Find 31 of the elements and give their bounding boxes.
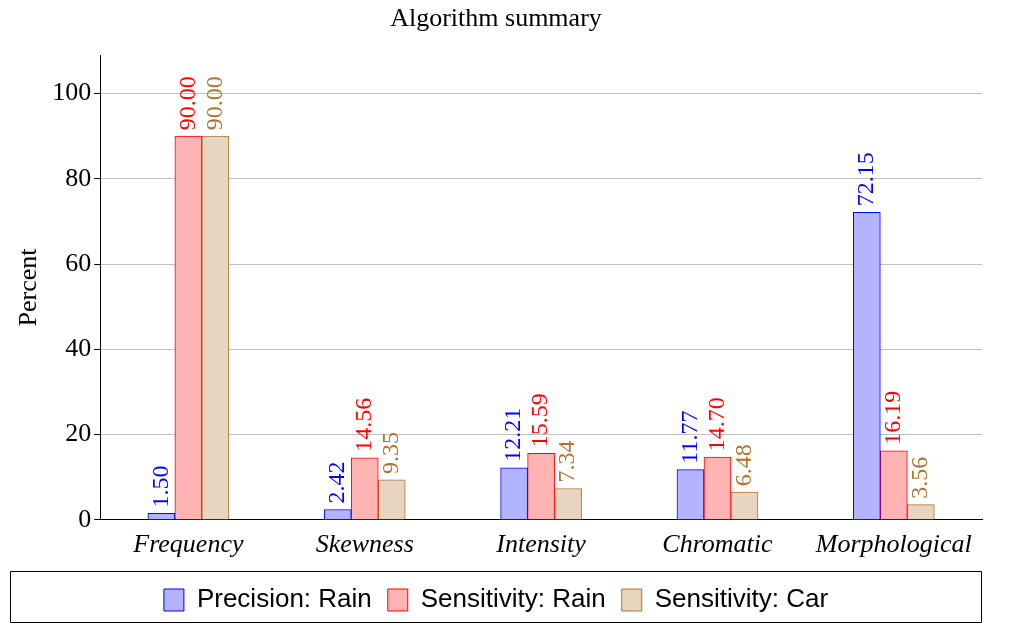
x-tick-label: Frequency <box>132 529 244 559</box>
data-label: 14.70 <box>702 397 729 452</box>
chart-title: Algorithm summary <box>390 3 602 33</box>
legend-label: Sensitivity: Car <box>654 583 829 614</box>
data-label: 7.34 <box>553 440 580 483</box>
x-tick-label: Skewness <box>315 529 414 559</box>
data-label: 9.35 <box>377 431 404 474</box>
data-label: 72.15 <box>852 152 879 207</box>
y-tick-label: 100 <box>52 77 92 107</box>
data-label: 2.42 <box>323 461 350 504</box>
y-tick-label: 80 <box>65 162 92 192</box>
y-axis-title: Percent <box>13 247 43 327</box>
data-label: 14.56 <box>350 397 377 452</box>
data-label: 90.00 <box>173 76 200 131</box>
x-tick-label: Morphological <box>814 529 972 559</box>
y-tick-label: 0 <box>78 503 92 533</box>
y-tick-label: 60 <box>65 247 92 277</box>
data-label: 1.50 <box>146 465 173 508</box>
data-label: 3.56 <box>906 456 933 499</box>
y-tick-label: 40 <box>65 333 92 363</box>
x-tick-label: Intensity <box>495 529 587 559</box>
legend-label: Precision: Rain <box>196 583 372 614</box>
legend-label: Sensitivity: Rain <box>420 583 606 614</box>
data-label: 11.77 <box>675 410 702 464</box>
data-label: 16.19 <box>879 390 906 445</box>
data-label: 90.00 <box>200 76 227 131</box>
x-tick-label: Chromatic <box>662 529 774 559</box>
data-label: 6.48 <box>729 444 756 487</box>
data-label: 15.59 <box>526 393 553 448</box>
data-label: 12.21 <box>499 407 526 462</box>
y-tick-label: 20 <box>65 418 92 448</box>
